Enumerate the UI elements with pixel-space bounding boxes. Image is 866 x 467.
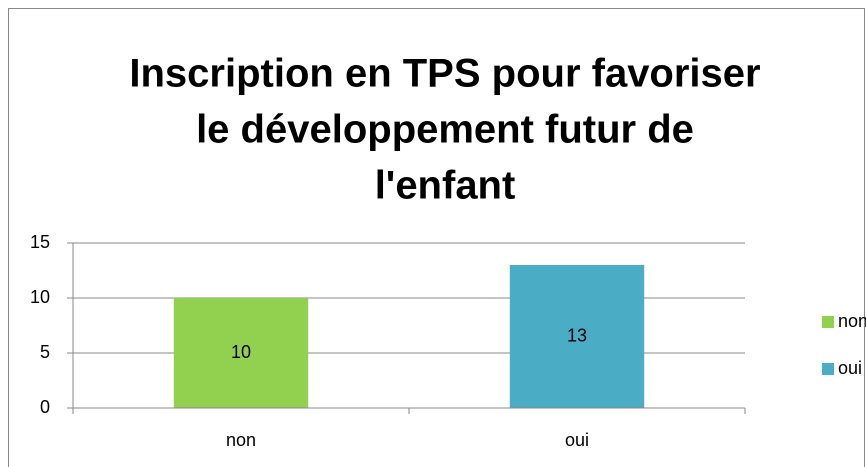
y-tick-label: 10 bbox=[30, 287, 50, 307]
legend-swatch bbox=[822, 363, 834, 375]
chart-title: l'enfant bbox=[375, 164, 516, 208]
y-tick-label: 5 bbox=[40, 342, 50, 362]
bar bbox=[173, 298, 309, 408]
data-label: 13 bbox=[567, 325, 587, 345]
legend-label: oui bbox=[838, 358, 862, 378]
y-tick-label: 0 bbox=[40, 397, 50, 417]
x-tick-label: oui bbox=[565, 430, 589, 450]
legend-swatch bbox=[822, 316, 834, 328]
chart-frame bbox=[8, 8, 865, 467]
chart-title: le développement futur de bbox=[196, 108, 694, 152]
y-tick-label: 15 bbox=[30, 232, 50, 252]
x-tick-label: non bbox=[226, 430, 256, 450]
bar bbox=[509, 265, 645, 408]
legend-label: non bbox=[838, 311, 866, 331]
data-label: 10 bbox=[231, 342, 251, 362]
chart-title: Inscription en TPS pour favoriser bbox=[129, 52, 760, 96]
